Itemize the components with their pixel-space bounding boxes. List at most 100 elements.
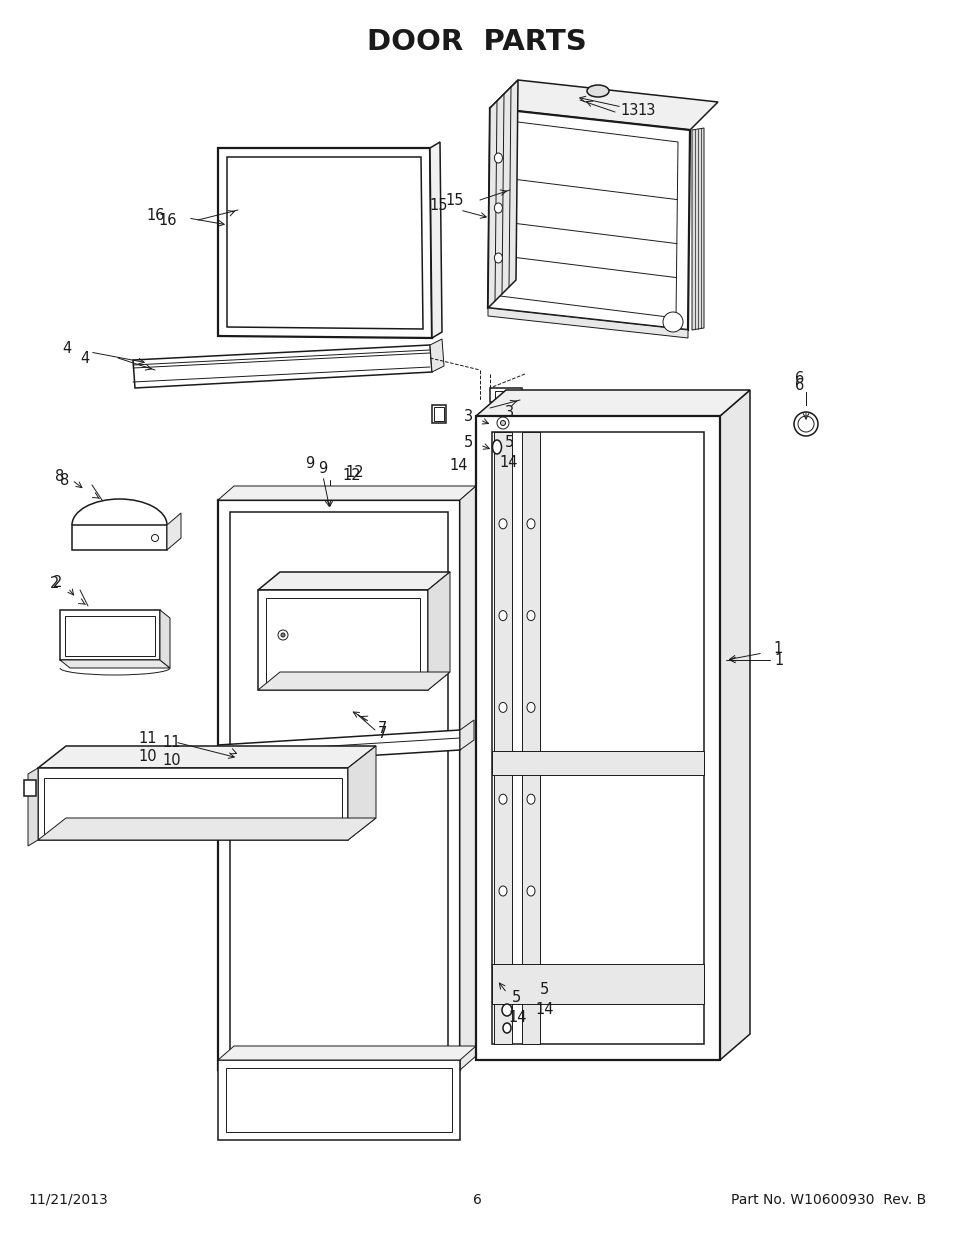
Polygon shape [490, 80, 718, 130]
Text: 14: 14 [507, 1010, 526, 1025]
Polygon shape [476, 390, 749, 416]
Text: 6: 6 [795, 378, 803, 393]
Text: 13: 13 [619, 103, 638, 117]
Text: 6: 6 [472, 1193, 481, 1207]
Polygon shape [266, 598, 419, 682]
Polygon shape [491, 410, 515, 435]
Ellipse shape [797, 416, 813, 432]
Polygon shape [218, 1060, 459, 1140]
Ellipse shape [662, 312, 682, 332]
Text: 5: 5 [504, 435, 514, 450]
Ellipse shape [277, 630, 288, 640]
Ellipse shape [526, 794, 535, 804]
Text: 5: 5 [539, 983, 549, 998]
Polygon shape [257, 672, 450, 690]
Ellipse shape [498, 519, 506, 529]
Polygon shape [488, 308, 687, 338]
Text: 5: 5 [463, 435, 473, 450]
Text: 11: 11 [138, 730, 157, 746]
Polygon shape [60, 610, 160, 659]
Polygon shape [348, 746, 375, 840]
Text: 7: 7 [377, 720, 387, 736]
Text: 11: 11 [162, 735, 180, 750]
Text: 12: 12 [341, 468, 360, 483]
Polygon shape [227, 157, 422, 329]
Text: 4: 4 [80, 351, 90, 366]
Polygon shape [459, 487, 476, 1070]
Polygon shape [495, 391, 504, 399]
Polygon shape [60, 659, 170, 668]
Polygon shape [494, 432, 512, 1044]
Text: 16: 16 [147, 207, 165, 222]
Ellipse shape [526, 703, 535, 713]
Ellipse shape [498, 794, 506, 804]
Text: 15: 15 [429, 198, 448, 212]
Ellipse shape [526, 885, 535, 897]
Text: 8: 8 [54, 468, 64, 483]
Text: 13: 13 [637, 103, 655, 117]
Ellipse shape [500, 420, 505, 426]
Polygon shape [24, 781, 36, 797]
Polygon shape [233, 487, 476, 1056]
Polygon shape [28, 768, 38, 846]
Text: 8: 8 [60, 473, 70, 488]
Polygon shape [428, 572, 450, 690]
Ellipse shape [152, 535, 158, 541]
Ellipse shape [793, 412, 817, 436]
Text: 6: 6 [795, 370, 803, 385]
Ellipse shape [498, 610, 506, 621]
Ellipse shape [526, 519, 535, 529]
Ellipse shape [281, 634, 285, 637]
Ellipse shape [494, 253, 502, 263]
Polygon shape [257, 590, 428, 690]
Text: 14: 14 [449, 457, 468, 473]
Polygon shape [218, 730, 459, 764]
Polygon shape [434, 408, 443, 421]
Polygon shape [218, 1046, 476, 1060]
Polygon shape [132, 345, 432, 388]
Ellipse shape [526, 610, 535, 621]
Polygon shape [430, 338, 443, 372]
Ellipse shape [501, 1004, 512, 1016]
Polygon shape [218, 487, 476, 500]
Text: 15: 15 [444, 193, 463, 207]
Text: 7: 7 [377, 725, 387, 741]
Polygon shape [218, 500, 459, 1070]
Polygon shape [459, 720, 474, 750]
Ellipse shape [494, 153, 502, 163]
Ellipse shape [494, 203, 502, 212]
Polygon shape [257, 572, 450, 590]
Polygon shape [490, 388, 521, 403]
Ellipse shape [502, 1023, 511, 1032]
Text: 2: 2 [52, 574, 62, 589]
Text: 10: 10 [138, 748, 157, 763]
Text: 16: 16 [158, 212, 176, 227]
Ellipse shape [586, 85, 608, 98]
Polygon shape [476, 416, 720, 1060]
Text: 5: 5 [512, 990, 520, 1005]
Polygon shape [38, 818, 375, 840]
Text: 10: 10 [162, 752, 180, 767]
Text: 1: 1 [772, 641, 781, 656]
Polygon shape [44, 778, 341, 834]
Polygon shape [38, 746, 375, 768]
Text: Part No. W10600930  Rev. B: Part No. W10600930 Rev. B [730, 1193, 925, 1207]
Polygon shape [432, 405, 446, 424]
Polygon shape [499, 120, 678, 317]
Text: 9: 9 [304, 456, 314, 471]
Ellipse shape [497, 417, 509, 429]
Text: 2: 2 [50, 576, 59, 590]
Text: 12: 12 [345, 464, 363, 479]
Polygon shape [38, 768, 348, 840]
Ellipse shape [492, 440, 501, 454]
Text: 14: 14 [535, 1003, 553, 1018]
Text: 3: 3 [504, 405, 514, 420]
Text: 3: 3 [463, 409, 473, 424]
Polygon shape [160, 610, 170, 668]
Polygon shape [71, 525, 167, 550]
Text: 9: 9 [317, 461, 327, 475]
Polygon shape [230, 513, 448, 1058]
Text: 14: 14 [498, 454, 517, 469]
Polygon shape [488, 80, 517, 308]
Polygon shape [492, 965, 703, 1004]
